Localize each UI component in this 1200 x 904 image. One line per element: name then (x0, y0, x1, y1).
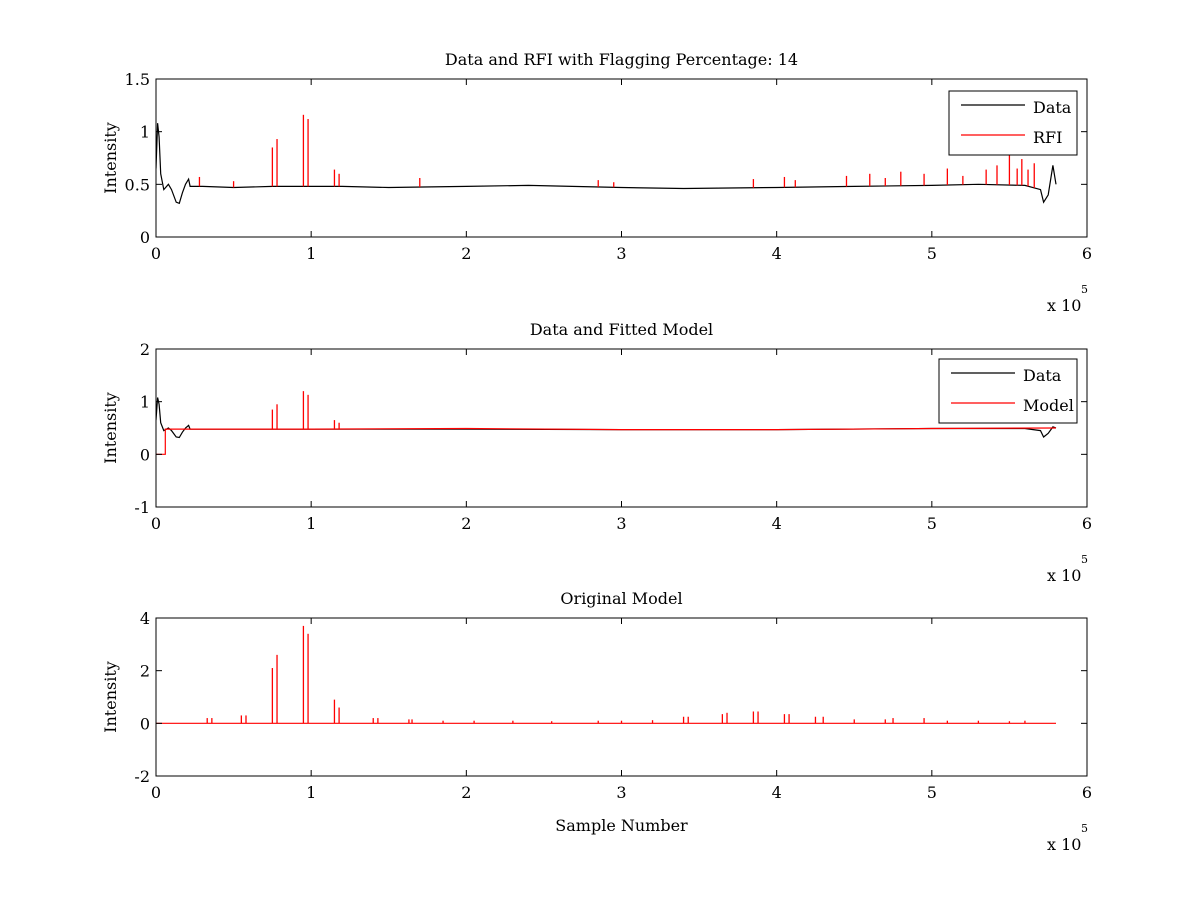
data-layer (156, 391, 1057, 455)
y-tick-label: 1 (140, 393, 150, 412)
y-tick-label: 1.5 (125, 70, 150, 89)
x-tick-label: 3 (616, 783, 626, 802)
subplot-title: Data and RFI with Flagging Percentage: 1… (445, 50, 798, 69)
legend-label-data: Data (1033, 98, 1072, 117)
y-tick-label: 2 (140, 662, 150, 681)
x-tick-label: 5 (927, 514, 937, 533)
legend-label-model: Model (1023, 396, 1074, 415)
legend-box (948, 90, 1078, 156)
y-tick-label: -2 (134, 767, 150, 786)
x-tick-label: 2 (461, 244, 471, 263)
x-multiplier-exponent: 5 (1081, 283, 1088, 296)
x-multiplier-label: x 10 (1047, 566, 1081, 585)
x-tick-label: 1 (306, 783, 316, 802)
data-layer (156, 114, 1057, 205)
y-tick-label: 2 (140, 340, 150, 359)
series-line-model (156, 427, 1057, 455)
x-tick-label: 1 (306, 514, 316, 533)
x-tick-label: 3 (616, 244, 626, 263)
x-tick-label: 2 (461, 783, 471, 802)
y-tick-label: 1 (140, 123, 150, 142)
x-tick-label: 2 (461, 514, 471, 533)
y-tick-label: 0.5 (125, 175, 150, 194)
x-tick-label: 0 (151, 244, 161, 263)
x-tick-label: 0 (151, 514, 161, 533)
x-multiplier-label: x 10 (1047, 296, 1081, 315)
y-tick-label: 4 (140, 609, 150, 628)
legend-label-data: Data (1023, 366, 1062, 385)
x-multiplier-exponent: 5 (1081, 822, 1088, 835)
plot-area (156, 79, 1087, 237)
y-tick-label: 0 (140, 228, 150, 247)
x-tick-label: 4 (772, 783, 782, 802)
x-tick-label: 5 (927, 244, 937, 263)
y-tick-label: 0 (140, 714, 150, 733)
subplot-title: Original Model (560, 589, 682, 608)
x-tick-label: 4 (772, 514, 782, 533)
legend: Data Model (938, 358, 1078, 424)
x-tick-label: 0 (151, 783, 161, 802)
legend-box (938, 358, 1078, 424)
x-tick-label: 5 (927, 783, 937, 802)
legend-label-rfi: RFI (1033, 128, 1062, 147)
y-axis-label: Intensity (101, 122, 120, 194)
x-tick-label: 6 (1082, 783, 1092, 802)
subplot-title: Data and Fitted Model (530, 320, 713, 339)
x-multiplier-label: x 10 (1047, 835, 1081, 854)
x-multiplier-exponent: 5 (1081, 553, 1088, 566)
x-tick-label: 6 (1082, 244, 1092, 263)
y-axis-label: Intensity (101, 392, 120, 464)
x-tick-label: 6 (1082, 514, 1092, 533)
plot-area (156, 618, 1087, 776)
data-layer (156, 625, 1056, 724)
x-tick-label: 4 (772, 244, 782, 263)
subplot-1: 0 1 2 3 4 5 6 0 0.5 1 1.5 Data and RFI with Flaggin… (101, 50, 1092, 315)
x-axis-label: Sample Number (555, 816, 688, 835)
y-axis-label: Intensity (101, 661, 120, 733)
legend: Data RFI (948, 90, 1078, 156)
y-tick-label: -1 (134, 498, 150, 517)
x-tick-label: 3 (616, 514, 626, 533)
y-tick-label: 0 (140, 445, 150, 464)
x-tick-label: 1 (306, 244, 316, 263)
